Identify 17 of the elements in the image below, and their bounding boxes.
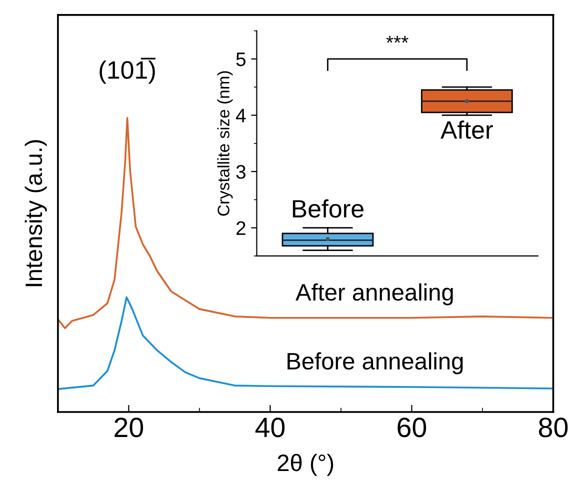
x-tick-label: 80 [538, 418, 568, 438]
series-label: Before annealing [288, 352, 463, 374]
x-tick-label: 20 [114, 418, 144, 438]
y-tick-label: 5 [236, 52, 246, 66]
annotation: After [440, 120, 493, 139]
y-tick-label: 4 [236, 108, 246, 122]
annotation: *** [386, 36, 408, 43]
x-axis-title: 2θ (°) [278, 454, 334, 476]
text: (101̅) [100, 58, 156, 84]
series-label: After annealing [296, 283, 453, 306]
y-tick-label: 3 [236, 164, 246, 179]
annotation: Before [292, 199, 364, 218]
x-tick-label: 60 [398, 418, 426, 438]
y-axis-title: Intensity (a.u.) [24, 140, 47, 286]
y-axis-title: Crystallite size (nm) [217, 71, 233, 216]
x-tick-label: 40 [255, 418, 285, 438]
y-tick-label: 2 [236, 221, 246, 235]
